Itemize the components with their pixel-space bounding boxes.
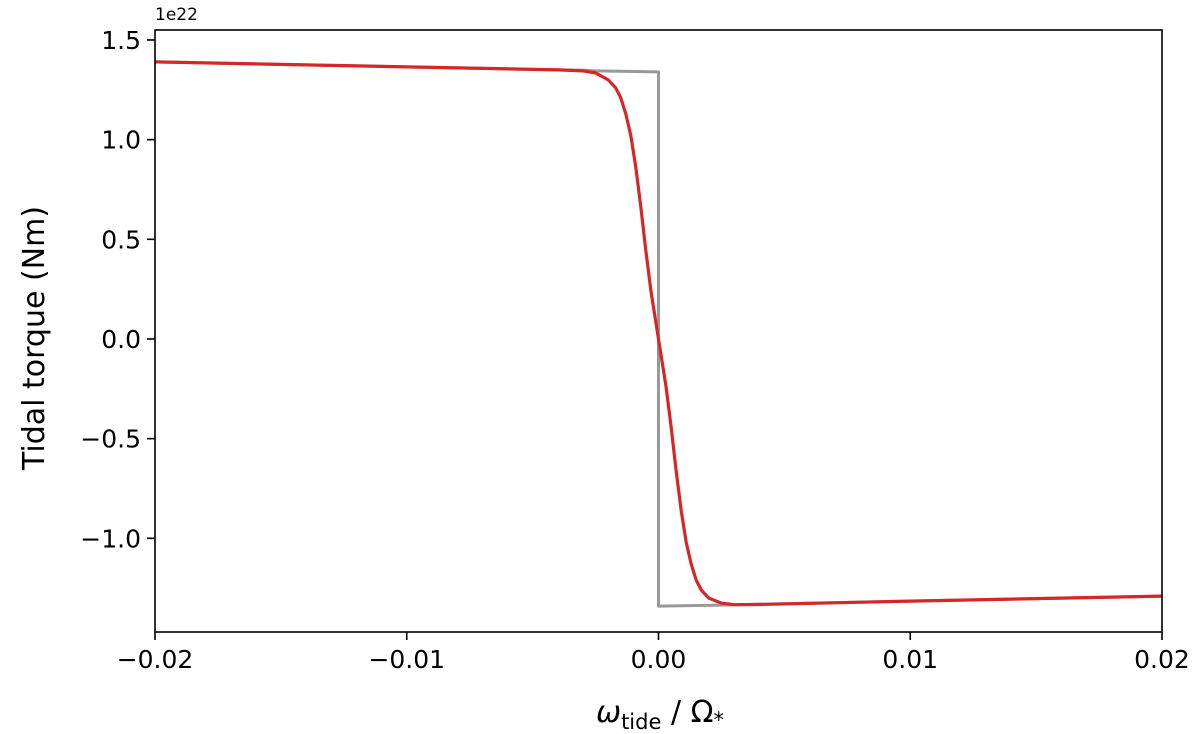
x-axis-label-star: * <box>714 708 725 732</box>
x-tick-label: −0.01 <box>368 645 445 674</box>
y-tick-label: 0.5 <box>101 225 141 254</box>
x-tick-label: 0.02 <box>1134 645 1190 674</box>
x-axis-label-subscript: tide <box>621 710 661 734</box>
y-tick-label: −0.5 <box>80 425 141 454</box>
y-offset-label: 1e22 <box>155 5 198 25</box>
x-axis-label: ωtide / Ω* <box>596 695 724 734</box>
series-layer <box>154 60 1163 608</box>
y-ticks: −1.0 −0.5 0.0 0.5 1.0 1.5 <box>80 26 155 553</box>
x-axis-label-omega: ω <box>596 695 621 730</box>
x-tick-label: −0.02 <box>117 645 194 674</box>
y-tick-label: 1.5 <box>101 26 141 55</box>
x-tick-label: 0.00 <box>631 645 687 674</box>
y-tick-label: 1.0 <box>101 126 141 155</box>
y-tick-label: −1.0 <box>80 524 141 553</box>
x-ticks: −0.02 −0.01 0.00 0.01 0.02 <box>117 632 1190 674</box>
y-tick-label: 0.0 <box>101 325 141 354</box>
x-axis-label-Omega: Ω <box>691 695 714 730</box>
x-tick-label: 0.01 <box>882 645 938 674</box>
y-axis-label: Tidal torque (Nm) <box>17 206 52 471</box>
x-axis-label-separator: / <box>661 695 690 730</box>
series-line-2 <box>154 60 1163 607</box>
